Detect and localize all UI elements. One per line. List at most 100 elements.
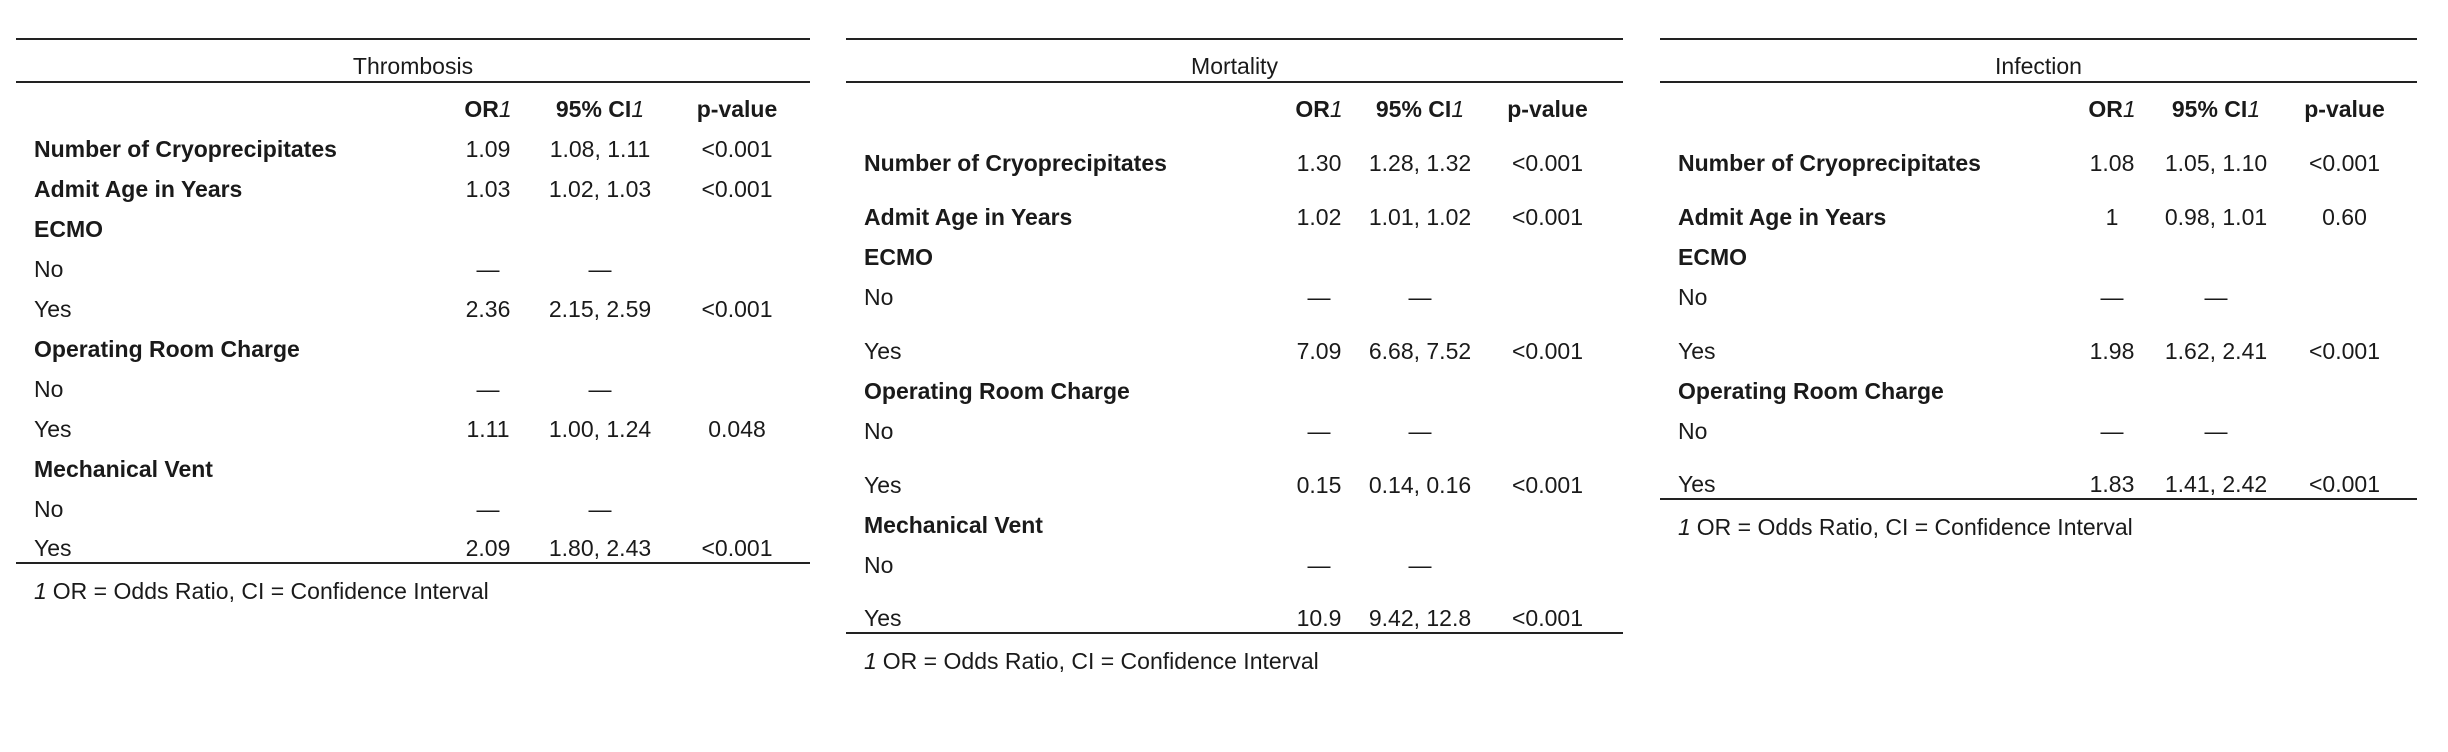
p-value-cell: <0.001 xyxy=(1472,579,1623,634)
infection-panel: Infection OR1 95% CI1 p-value Number of Cryo… xyxy=(1660,38,2417,541)
level-label: Yes xyxy=(846,579,1270,634)
mortality-panel: Mortality OR1 95% CI1 p-value Number of Cryo… xyxy=(846,38,1623,675)
table-footnote: 1 OR = Odds Ratio, CI = Confidence Interv… xyxy=(1660,514,2417,541)
table-row: Yes 0.15 0.14, 0.16 <0.001 xyxy=(846,445,1623,499)
table-row: Yes 1.83 1.41, 2.42 <0.001 xyxy=(1660,445,2417,500)
table-row: ECMO xyxy=(16,203,810,243)
p-value-cell xyxy=(2272,231,2417,271)
p-value-cell: 0.60 xyxy=(2322,204,2367,230)
ci-header-label: 95% CI xyxy=(555,96,632,122)
thrombosis-panel: Thrombosis OR1 95% CI1 p-value Number of Cry… xyxy=(16,38,810,605)
p-value-cell xyxy=(1472,231,1623,271)
level-label: No xyxy=(1678,284,1708,310)
p-value-cell xyxy=(2272,405,2417,445)
footnote-text: OR = Odds Ratio, CI = Confidence Interva… xyxy=(882,648,1319,674)
confidence-interval-cell: 1.28, 1.32 xyxy=(1368,150,1472,176)
odds-ratio-cell: 2.09 xyxy=(440,523,536,564)
confidence-interval-cell xyxy=(2160,231,2272,271)
p-value-cell xyxy=(664,203,810,243)
p-value-cell: <0.001 xyxy=(2309,338,2380,364)
variable-label: Mechanical Vent xyxy=(34,456,213,482)
confidence-interval-cell xyxy=(2160,365,2272,405)
table-row: Yes 1.98 1.62, 2.41 <0.001 xyxy=(1660,311,2417,365)
odds-ratio-cell: — xyxy=(2100,284,2124,310)
table-footnote: 1 OR = Odds Ratio, CI = Confidence Interv… xyxy=(846,648,1623,675)
odds-ratio-cell xyxy=(1270,231,1368,271)
p-value-cell: 0.048 xyxy=(708,416,766,442)
table-row: No — — xyxy=(846,405,1623,445)
table-row: Mechanical Vent xyxy=(16,443,810,483)
level-label: No xyxy=(34,376,64,402)
variable-label: Number of Cryoprecipitates xyxy=(34,136,337,162)
p-value-cell: <0.001 xyxy=(1512,338,1583,364)
ci-header: 95% CI1 xyxy=(536,82,664,123)
odds-ratio-cell: 1.98 xyxy=(2089,338,2135,364)
level-label: Yes xyxy=(864,472,902,498)
table-row: ECMO xyxy=(846,231,1623,271)
p-value-header-label: p-value xyxy=(1507,96,1588,122)
confidence-interval-cell: 1.05, 1.10 xyxy=(2164,150,2268,176)
p-value-header: p-value xyxy=(664,82,810,123)
characteristic-header xyxy=(1660,82,2064,123)
odds-ratio-cell: — xyxy=(2100,418,2124,444)
variable-label: Operating Room Charge xyxy=(1678,378,1944,404)
p-value-cell: <0.001 xyxy=(701,176,773,202)
footnote-marker: 1 xyxy=(1678,514,1691,540)
confidence-interval-cell: 1.62, 2.41 xyxy=(2164,338,2268,364)
table-row: Operating Room Charge xyxy=(846,365,1623,405)
confidence-interval-cell: — xyxy=(588,496,612,522)
table-row: Admit Age in Years 1 0.98, 1.01 0.60 xyxy=(1660,177,2417,231)
odds-ratio-cell: 1.83 xyxy=(2064,445,2160,500)
p-value-cell: <0.001 xyxy=(2272,445,2417,500)
odds-ratio-cell xyxy=(2064,231,2160,271)
characteristic-header xyxy=(16,82,440,123)
ci-header-label: 95% CI xyxy=(1375,96,1452,122)
level-label: No xyxy=(34,496,64,522)
p-value-cell xyxy=(1472,405,1623,445)
confidence-interval-cell: — xyxy=(588,376,612,402)
confidence-interval-cell: 1.00, 1.24 xyxy=(548,416,652,442)
level-label: No xyxy=(864,552,894,578)
table-row: No — — xyxy=(1660,271,2417,311)
odds-ratio-cell: 10.9 xyxy=(1270,579,1368,634)
odds-ratio-cell: — xyxy=(1307,284,1331,310)
level-label: Yes xyxy=(1678,338,1716,364)
ci-header: 95% CI1 xyxy=(2160,82,2272,123)
p-value-cell: <0.001 xyxy=(1512,204,1583,230)
table-footnote: 1 OR = Odds Ratio, CI = Confidence Interv… xyxy=(16,578,810,605)
table-row: Number of Cryoprecipitates 1.08 1.05, 1.10… xyxy=(1660,123,2417,177)
odds-ratio-cell: — xyxy=(476,496,500,522)
odds-ratio-cell: — xyxy=(1307,552,1331,578)
results-table: Infection OR1 95% CI1 p-value Number of Cryo… xyxy=(1660,38,2417,500)
footnote-marker: 1 xyxy=(498,96,512,122)
table-row: Operating Room Charge xyxy=(16,323,810,363)
results-table: Thrombosis OR1 95% CI1 p-value Number of Cry… xyxy=(16,38,810,564)
level-label: Yes xyxy=(864,338,902,364)
confidence-interval-cell xyxy=(1368,231,1472,271)
confidence-interval-cell: — xyxy=(2204,418,2228,444)
odds-ratio-cell: 1 xyxy=(2105,204,2119,230)
footnote-marker: 1 xyxy=(2247,96,2261,122)
p-value-cell: <0.001 xyxy=(701,296,773,322)
or-header: OR1 xyxy=(2064,82,2160,123)
confidence-interval-cell: 1.01, 1.02 xyxy=(1368,204,1472,230)
footnote-marker: 1 xyxy=(1451,96,1465,122)
confidence-interval-cell: — xyxy=(588,256,612,282)
table-row: No — — xyxy=(16,243,810,283)
or-header-label: OR xyxy=(2088,96,2123,122)
panel-title: Infection xyxy=(1660,38,2417,83)
footnote-text: OR = Odds Ratio, CI = Confidence Interva… xyxy=(52,578,489,604)
p-value-header-label: p-value xyxy=(696,96,778,122)
table-row: No — — xyxy=(846,539,1623,579)
or-header-label: OR xyxy=(1295,96,1330,122)
ci-header-label: 95% CI xyxy=(2171,96,2248,122)
confidence-interval-cell xyxy=(1368,365,1472,405)
table-row: No — — xyxy=(846,271,1623,311)
odds-ratio-cell: 1.30 xyxy=(1296,150,1342,176)
odds-ratio-cell xyxy=(440,203,536,243)
p-value-cell xyxy=(2272,271,2417,311)
p-value-header-label: p-value xyxy=(2304,96,2385,122)
p-value-cell xyxy=(664,363,810,403)
level-label: Yes xyxy=(34,296,72,322)
or-header: OR1 xyxy=(1270,82,1368,123)
